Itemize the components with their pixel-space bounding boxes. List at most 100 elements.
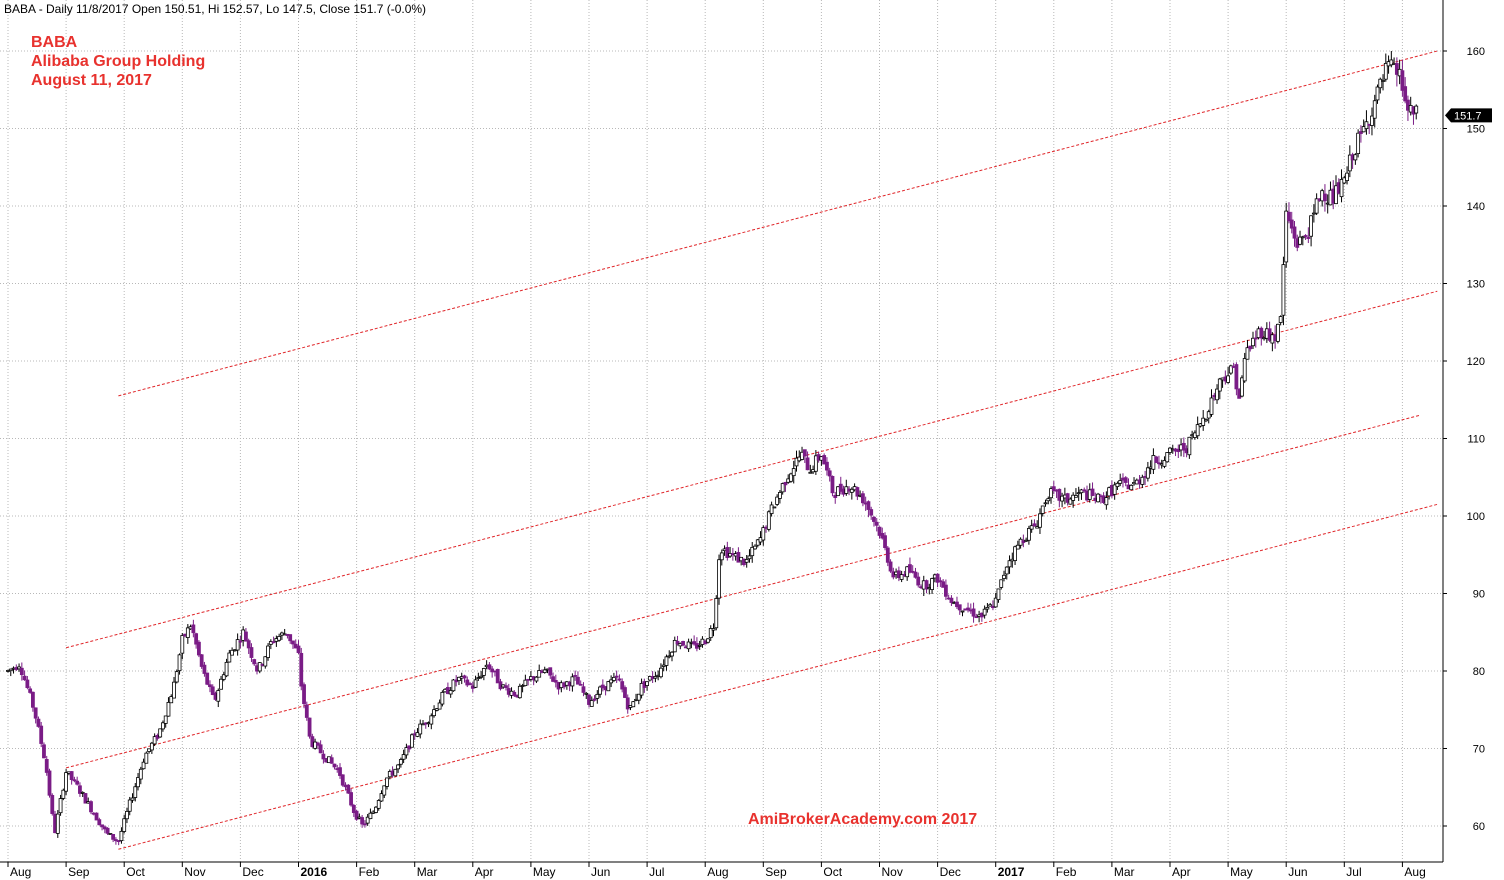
- date-annotation: August 11, 2017: [31, 72, 152, 89]
- candle-body: [346, 784, 351, 794]
- candle-body: [169, 696, 174, 704]
- candle-body: [1157, 462, 1161, 465]
- candle-body: [1118, 480, 1123, 484]
- candle-body: [570, 676, 575, 687]
- candle-body: [141, 761, 146, 770]
- candle-body: [1082, 489, 1087, 492]
- candle-body: [916, 576, 921, 586]
- ticker-annotation: BABA: [31, 34, 78, 51]
- candle-body: [1209, 397, 1214, 415]
- candle-body: [249, 647, 254, 658]
- candle-body: [25, 679, 30, 688]
- candle-body: [50, 795, 55, 814]
- candle-body: [941, 581, 946, 588]
- candle-body: [1007, 560, 1012, 568]
- candle-body: [332, 763, 337, 768]
- candle-body: [1004, 566, 1009, 575]
- candle-body: [351, 804, 356, 813]
- candle-body: [999, 579, 1004, 588]
- candle-body: [1090, 488, 1095, 496]
- candle-body: [105, 827, 110, 834]
- candle-body: [706, 638, 710, 643]
- candle-body: [606, 681, 611, 692]
- candle-body: [36, 718, 41, 727]
- date-tick-label: Sep: [68, 865, 90, 879]
- candle-body: [1242, 358, 1247, 382]
- candle-body: [1381, 80, 1385, 82]
- candle-body: [457, 676, 461, 681]
- candle-body: [476, 677, 481, 679]
- candle-body: [924, 580, 929, 590]
- candle-body: [1027, 528, 1031, 541]
- candle-body: [185, 627, 190, 638]
- candle-body: [1284, 210, 1289, 263]
- candle-body: [985, 607, 990, 610]
- candle-body: [805, 457, 810, 471]
- candle-body: [750, 546, 755, 557]
- candle-body: [1065, 493, 1070, 503]
- candle-body: [22, 675, 27, 681]
- candle-body: [1049, 488, 1053, 499]
- candle-body: [1096, 493, 1100, 503]
- date-tick-label: Oct: [823, 865, 842, 879]
- candle-body: [1347, 154, 1352, 172]
- candle-body: [772, 506, 777, 509]
- candle-body: [592, 698, 597, 701]
- candle-body: [553, 680, 558, 683]
- date-tick-label: Sep: [765, 865, 787, 879]
- candle-body: [584, 692, 589, 695]
- candle-body: [833, 494, 838, 498]
- candle-body: [1372, 100, 1377, 119]
- candle-body: [180, 635, 185, 654]
- candle-body: [1228, 365, 1233, 374]
- channel-line: [118, 50, 1438, 397]
- candle-body: [321, 753, 326, 760]
- candle-body: [1068, 498, 1073, 505]
- date-tick-label: Jul: [649, 865, 664, 879]
- candle-body: [714, 598, 719, 629]
- candle-body: [645, 681, 649, 686]
- candle-body: [271, 641, 276, 644]
- candle-body: [612, 676, 616, 681]
- candle-body: [861, 493, 865, 504]
- candle-body: [382, 785, 387, 796]
- candle-body: [1375, 86, 1380, 101]
- candle-body: [434, 708, 439, 711]
- candle-body: [573, 675, 578, 677]
- candle-body: [1356, 132, 1361, 154]
- candle-body: [1046, 498, 1051, 502]
- candle-body: [429, 715, 434, 725]
- candle-body: [1339, 179, 1344, 198]
- candle-body: [398, 759, 403, 765]
- candle-body: [30, 691, 35, 708]
- candle-body: [133, 786, 138, 798]
- candle-body: [19, 667, 24, 676]
- candle-body: [1251, 337, 1255, 347]
- candle-body: [44, 759, 49, 773]
- candle-body: [440, 691, 445, 705]
- candle-body: [1370, 115, 1374, 126]
- candle-body: [177, 654, 182, 672]
- candle-body: [830, 475, 835, 494]
- date-tick-label: 2016: [301, 865, 328, 879]
- company-annotation: Alibaba Group Holding: [31, 53, 205, 70]
- candle-body: [1359, 131, 1363, 134]
- date-tick-label: Oct: [126, 865, 145, 879]
- candle-body: [487, 664, 492, 670]
- candle-body: [465, 679, 470, 686]
- candle-body: [993, 597, 998, 608]
- date-tick-label: Apr: [1172, 865, 1191, 879]
- candle-body: [191, 624, 196, 634]
- candle-body: [385, 777, 389, 787]
- candle-body: [930, 578, 934, 590]
- candle-body: [1287, 211, 1291, 222]
- candle-body: [163, 715, 168, 724]
- candle-body: [479, 675, 484, 678]
- candle-body: [686, 641, 691, 650]
- candle-body: [263, 656, 268, 667]
- candle-body: [166, 702, 171, 717]
- candle-body: [158, 728, 163, 738]
- candle-body: [1314, 198, 1319, 214]
- candle-body: [808, 471, 813, 474]
